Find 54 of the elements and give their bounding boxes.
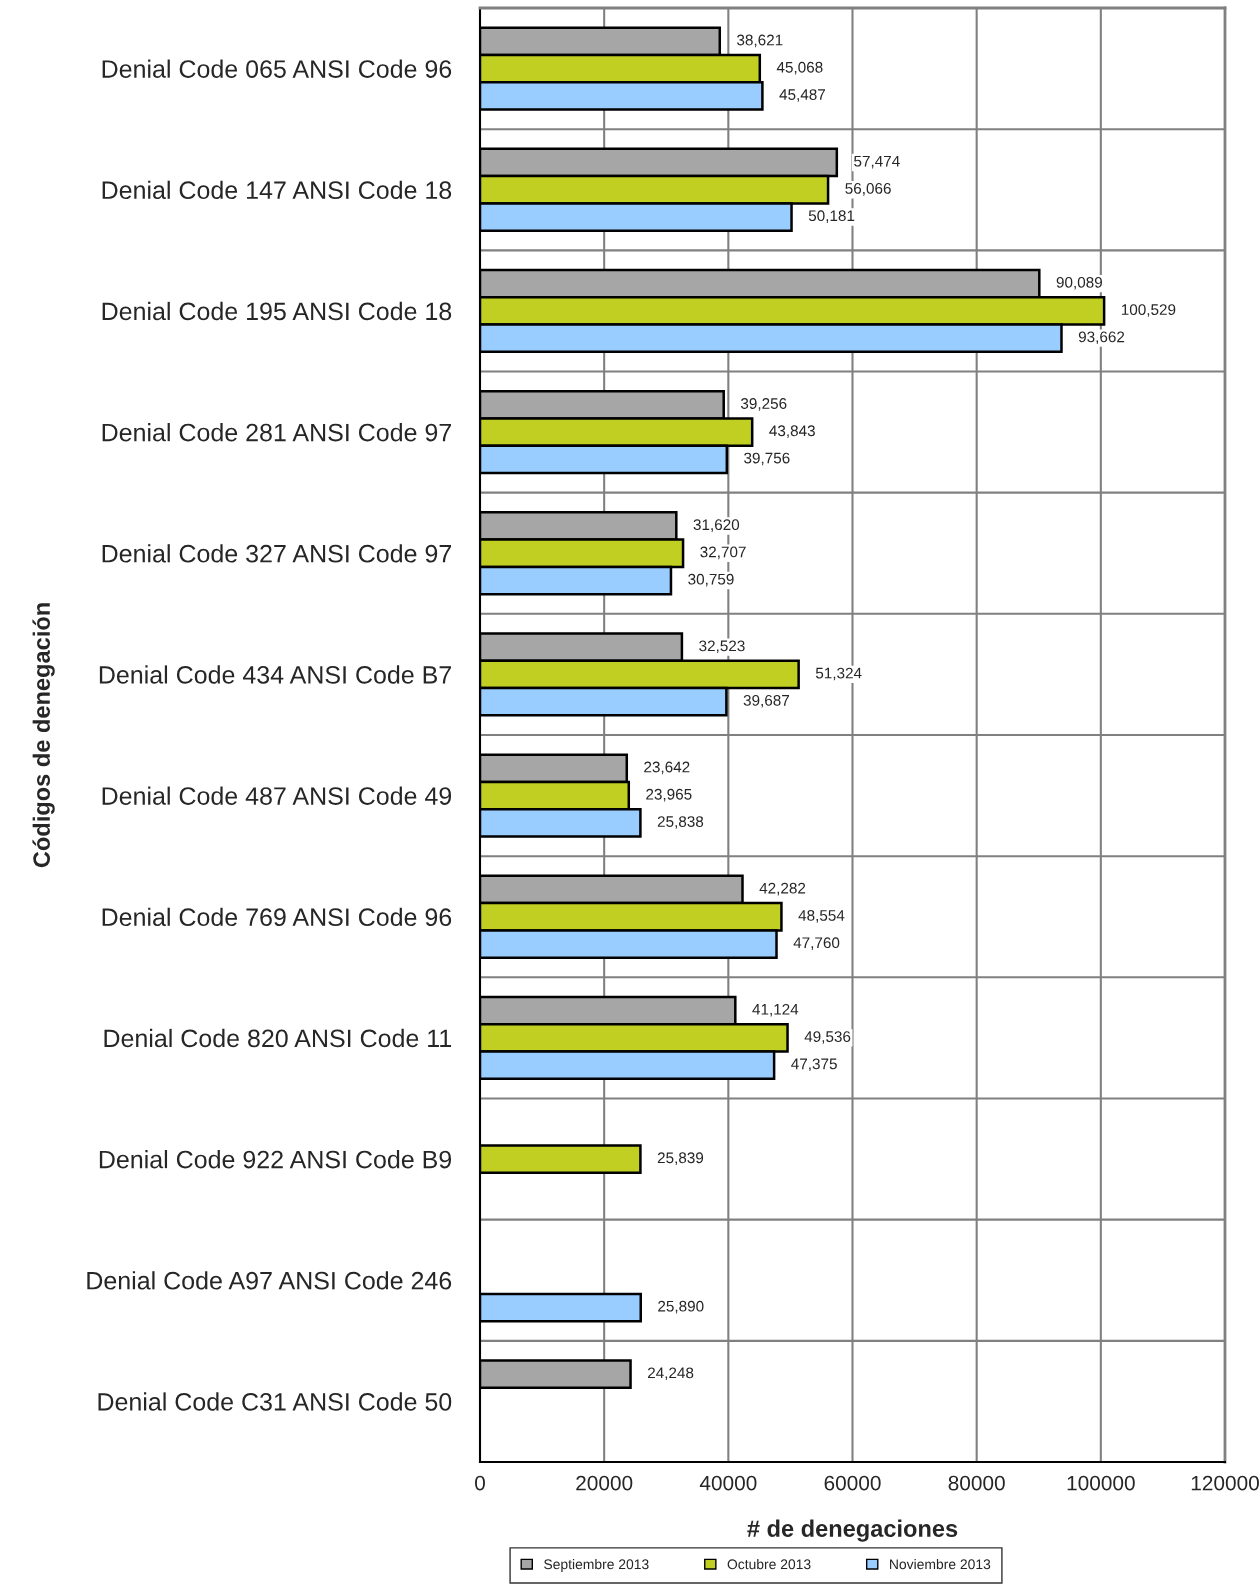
x-tick-label: 0: [475, 1475, 485, 1491]
y-tick-label: Denial Code 195 ANSI Code 18: [102, 301, 452, 321]
x-tick-label: 100000: [1067, 1475, 1135, 1491]
data-label: 32,523: [699, 640, 745, 654]
y-tick-label: Denial Code 820 ANSI Code 11: [104, 1028, 452, 1048]
data-label: 24,248: [647, 1367, 694, 1381]
data-label: 32,707: [700, 546, 746, 560]
legend-label: Octubre 2013: [727, 1559, 811, 1570]
data-label: 47,375: [791, 1058, 837, 1072]
x-tick-label: 60000: [824, 1475, 881, 1491]
data-label: 49,536: [804, 1031, 851, 1044]
y-tick-label: Denial Code C31 ANSI Code 50: [98, 1392, 452, 1411]
y-tick-label: Denial Code 327 ANSI Code 97: [102, 544, 451, 563]
x-axis-title: # de denegaciones: [747, 1519, 958, 1542]
y-axis-title: Códigos de denegación: [32, 603, 55, 868]
data-label: 38,621: [737, 34, 783, 48]
data-label: 51,324: [815, 667, 862, 681]
x-tick-label: 40000: [699, 1475, 757, 1491]
data-label: 23,965: [646, 788, 692, 802]
x-tick-label: 80000: [948, 1475, 1005, 1491]
data-label: 25,838: [657, 816, 704, 829]
data-label: 48,554: [798, 910, 845, 923]
data-label: 50,181: [808, 210, 855, 223]
data-label: 43,843: [769, 425, 815, 438]
data-label: 45,068: [776, 61, 823, 75]
data-label: 47,760: [793, 937, 840, 950]
data-label: 39,256: [740, 398, 787, 411]
data-label: 56,066: [845, 183, 891, 196]
data-label: 25,890: [658, 1300, 704, 1314]
data-label: 90,089: [1056, 276, 1102, 290]
data-label: 57,474: [854, 155, 900, 169]
legend-label: Noviembre 2013: [890, 1559, 991, 1570]
data-label: 42,282: [759, 882, 806, 896]
y-tick-label: Denial Code A97 ANSI Code 246: [87, 1271, 452, 1290]
data-label: 30,759: [688, 573, 734, 587]
y-tick-label: Denial Code 922 ANSI Code B9: [99, 1150, 452, 1169]
data-label: 39,687: [743, 694, 790, 708]
data-label: 31,620: [693, 519, 740, 532]
y-tick-label: Denial Code 434 ANSI Code B7: [99, 665, 451, 684]
y-tick-label: Denial Code 487 ANSI Code 49: [102, 786, 452, 805]
y-tick-label: Denial Code 769 ANSI Code 96: [102, 907, 452, 927]
data-label: 23,642: [644, 761, 690, 775]
x-tick-label: 120000: [1191, 1475, 1259, 1491]
legend-label: Septiembre 2013: [544, 1559, 649, 1572]
y-tick-label: Denial Code 281 ANSI Code 97: [102, 423, 451, 442]
x-tick-label: 20000: [576, 1475, 633, 1491]
y-tick-label: Denial Code 147 ANSI Code 18: [102, 180, 452, 200]
data-label: 100,529: [1121, 304, 1176, 317]
data-label: 25,839: [657, 1152, 704, 1165]
y-tick-label: Denial Code 065 ANSI Code 96: [102, 59, 452, 78]
data-label: 41,124: [752, 1003, 799, 1017]
data-label: 45,487: [779, 89, 826, 102]
data-label: 93,662: [1078, 331, 1125, 345]
data-label: 39,756: [744, 452, 790, 466]
